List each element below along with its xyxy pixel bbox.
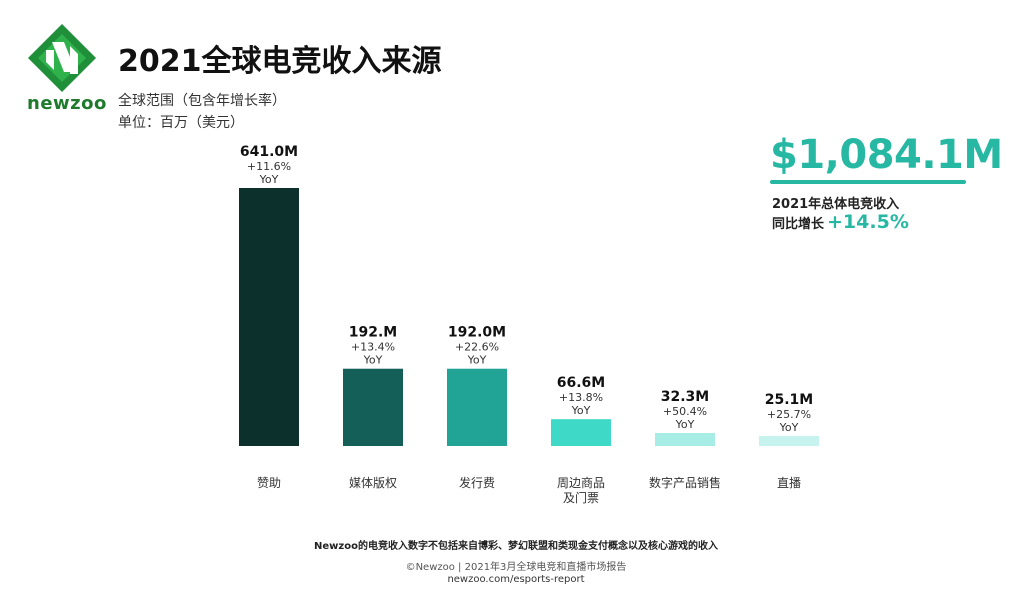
newzoo-logo (22, 22, 110, 122)
bar-value-label-2: 192.0M (448, 325, 506, 341)
category-label-0: 赞助 (257, 476, 281, 490)
total-underline (770, 180, 966, 184)
copyright: ©Newzoo | 2021年3月全球电竞和直播市场报告 (405, 562, 627, 573)
total-revenue-label: 2021年总体电竞收入 (772, 197, 900, 212)
bar-yoy-label-2: +22.6% (455, 341, 499, 354)
revenue-bar-chart: 641.0M+11.6%YoY赞助192.M+13.4%YoY媒体版权192.0… (239, 144, 819, 505)
bar-3 (551, 419, 611, 446)
bar-yoy-suffix-1: YoY (363, 354, 383, 367)
growth-label: 同比增长 (772, 217, 825, 232)
bar-1 (343, 368, 403, 446)
unit-label: 单位：百万（美元） (118, 115, 244, 131)
bar-yoy-label-3: +13.8% (559, 391, 603, 404)
bar-5 (759, 435, 819, 446)
category-label-2: 发行费 (459, 475, 495, 490)
bar-value-label-3: 66.6M (557, 375, 605, 391)
brand-name: newzoo (27, 93, 107, 114)
category-label-1: 媒体版权 (349, 476, 397, 490)
growth-row: 同比增长 +14.5% (772, 211, 909, 233)
report-url: newzoo.com/esports-report (447, 574, 585, 585)
category-label-5: 直播 (777, 476, 801, 490)
page-title: 2021全球电竞收入来源 (118, 44, 442, 79)
bar-yoy-label-4: +50.4% (663, 405, 707, 418)
bar-yoy-suffix-2: YoY (467, 354, 487, 367)
bar-yoy-suffix-4: YoY (675, 418, 695, 431)
category-label-3-1: 及门票 (563, 490, 599, 505)
subtitle: 全球范围（包含年增长率） (118, 93, 286, 109)
bar-yoy-label-1: +13.4% (351, 341, 395, 354)
bar-yoy-suffix-5: YoY (779, 421, 799, 434)
bar-value-label-0: 641.0M (240, 144, 298, 160)
bar-value-label-4: 32.3M (661, 389, 709, 405)
bar-4 (655, 432, 715, 446)
bar-yoy-label-5: +25.7% (767, 408, 811, 421)
bar-2 (447, 368, 507, 446)
footnote: Newzoo的电竞收入数字不包括来自博彩、梦幻联盟和类现金支付概念以及核心游戏的… (314, 541, 718, 552)
bar-yoy-label-0: +11.6% (247, 160, 291, 173)
bar-value-label-1: 192.M (349, 325, 397, 341)
bar-value-label-5: 25.1M (765, 392, 813, 408)
bar-yoy-suffix-0: YoY (259, 173, 279, 186)
total-revenue: $1,084.1M (770, 132, 1003, 178)
bar-0 (239, 188, 299, 446)
category-label-3-0: 周边商品 (557, 475, 605, 490)
growth-value: +14.5% (827, 211, 909, 233)
bar-yoy-suffix-3: YoY (571, 404, 591, 417)
category-label-4: 数字产品销售 (649, 475, 721, 490)
